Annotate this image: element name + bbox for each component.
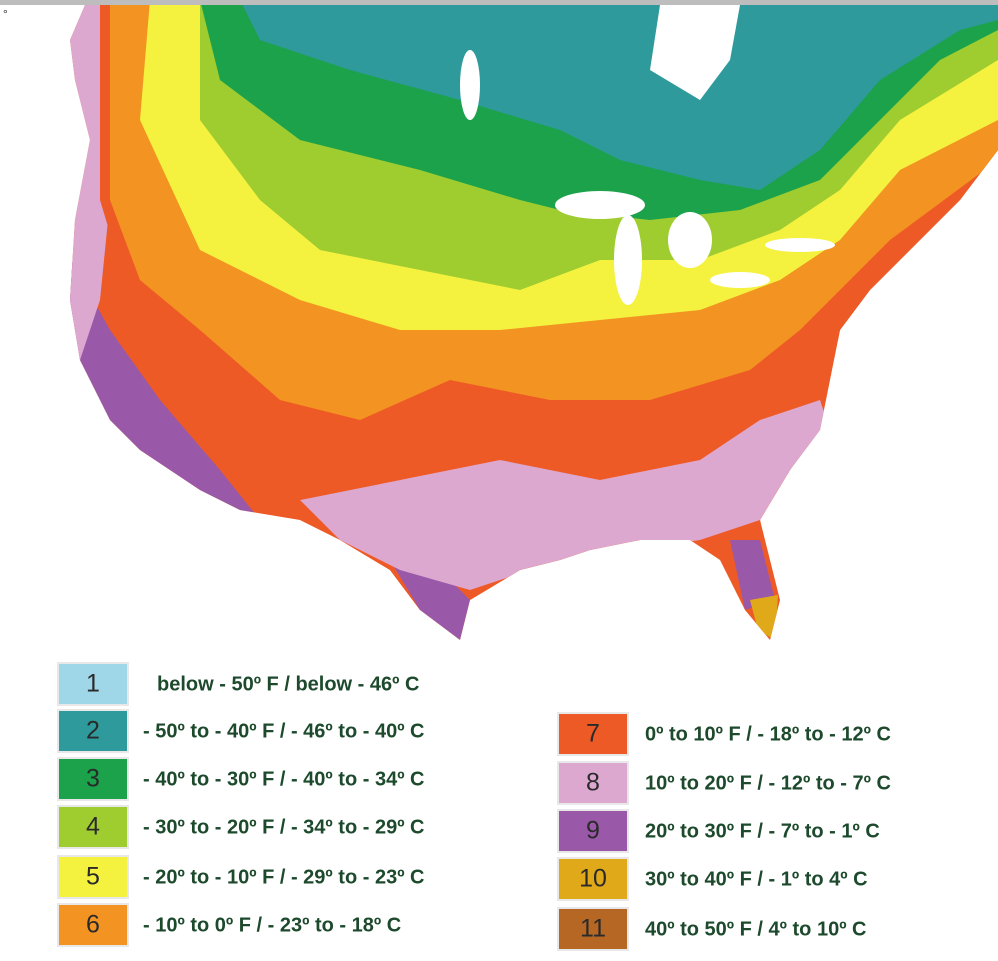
legend-label: 10º to 20º F / - 12º to - 7º C bbox=[645, 772, 891, 794]
legend-label: 20º to 30º F / - 7º to - 1º C bbox=[645, 820, 880, 842]
zone-area bbox=[300, 400, 830, 590]
legend-swatch bbox=[557, 907, 629, 951]
zone-number: 1 bbox=[86, 670, 100, 698]
map bbox=[70, 5, 998, 640]
legend-swatch bbox=[557, 761, 629, 805]
zone-number: 4 bbox=[86, 813, 100, 841]
zone-number: 2 bbox=[86, 717, 100, 745]
legend-label: - 10º to 0º F / - 23º to - 18º C bbox=[143, 914, 401, 936]
legend-swatch bbox=[557, 857, 629, 901]
legend-swatch bbox=[57, 903, 129, 947]
legend-label: 0º to 10º F / - 18º to - 12º C bbox=[645, 723, 891, 745]
legend-label: - 40º to - 30º F / - 40º to - 34º C bbox=[143, 768, 425, 790]
lake bbox=[765, 238, 835, 252]
corner-mark: ° bbox=[3, 7, 8, 21]
legend-label: - 50º to - 40º F / - 46º to - 40º C bbox=[143, 720, 425, 742]
lake bbox=[460, 50, 480, 120]
zone-area bbox=[750, 595, 778, 640]
lake bbox=[614, 215, 642, 305]
legend-swatch bbox=[557, 809, 629, 853]
zone-number: 11 bbox=[580, 915, 606, 943]
lake bbox=[668, 212, 712, 268]
legend-label: 30º to 40º F / - 1º to 4º C bbox=[645, 868, 868, 890]
zone-area bbox=[240, 5, 998, 190]
zone-area bbox=[730, 540, 775, 610]
legend-label: - 20º to - 10º F / - 29º to - 23º C bbox=[143, 866, 425, 888]
zone-number: 8 bbox=[586, 769, 600, 797]
lake bbox=[555, 191, 645, 219]
legend-swatch bbox=[57, 805, 129, 849]
top-strip bbox=[0, 0, 998, 5]
legend-swatch bbox=[57, 709, 129, 753]
lake bbox=[710, 272, 770, 288]
legend-label: 40º to 50º F / 4º to 10º C bbox=[645, 918, 867, 940]
hudson-bay bbox=[650, 5, 740, 100]
legend-swatch bbox=[57, 855, 129, 899]
zone-number: 10 bbox=[579, 865, 607, 893]
zone-number: 5 bbox=[86, 863, 100, 891]
zone-number: 9 bbox=[586, 817, 600, 845]
legend-swatch bbox=[557, 712, 629, 756]
legend-swatch bbox=[57, 662, 129, 706]
zone-number: 6 bbox=[86, 911, 100, 939]
legend-label: below - 50º F / below - 46º C bbox=[157, 673, 419, 695]
legend-swatch bbox=[57, 757, 129, 801]
legend: 1 below - 50º F / below - 46º C 2 - 50º to … bbox=[57, 662, 891, 951]
zone-number: 3 bbox=[86, 765, 100, 793]
zone-number: 7 bbox=[586, 720, 600, 748]
legend-label: - 30º to - 20º F / - 34º to - 29º C bbox=[143, 816, 425, 838]
